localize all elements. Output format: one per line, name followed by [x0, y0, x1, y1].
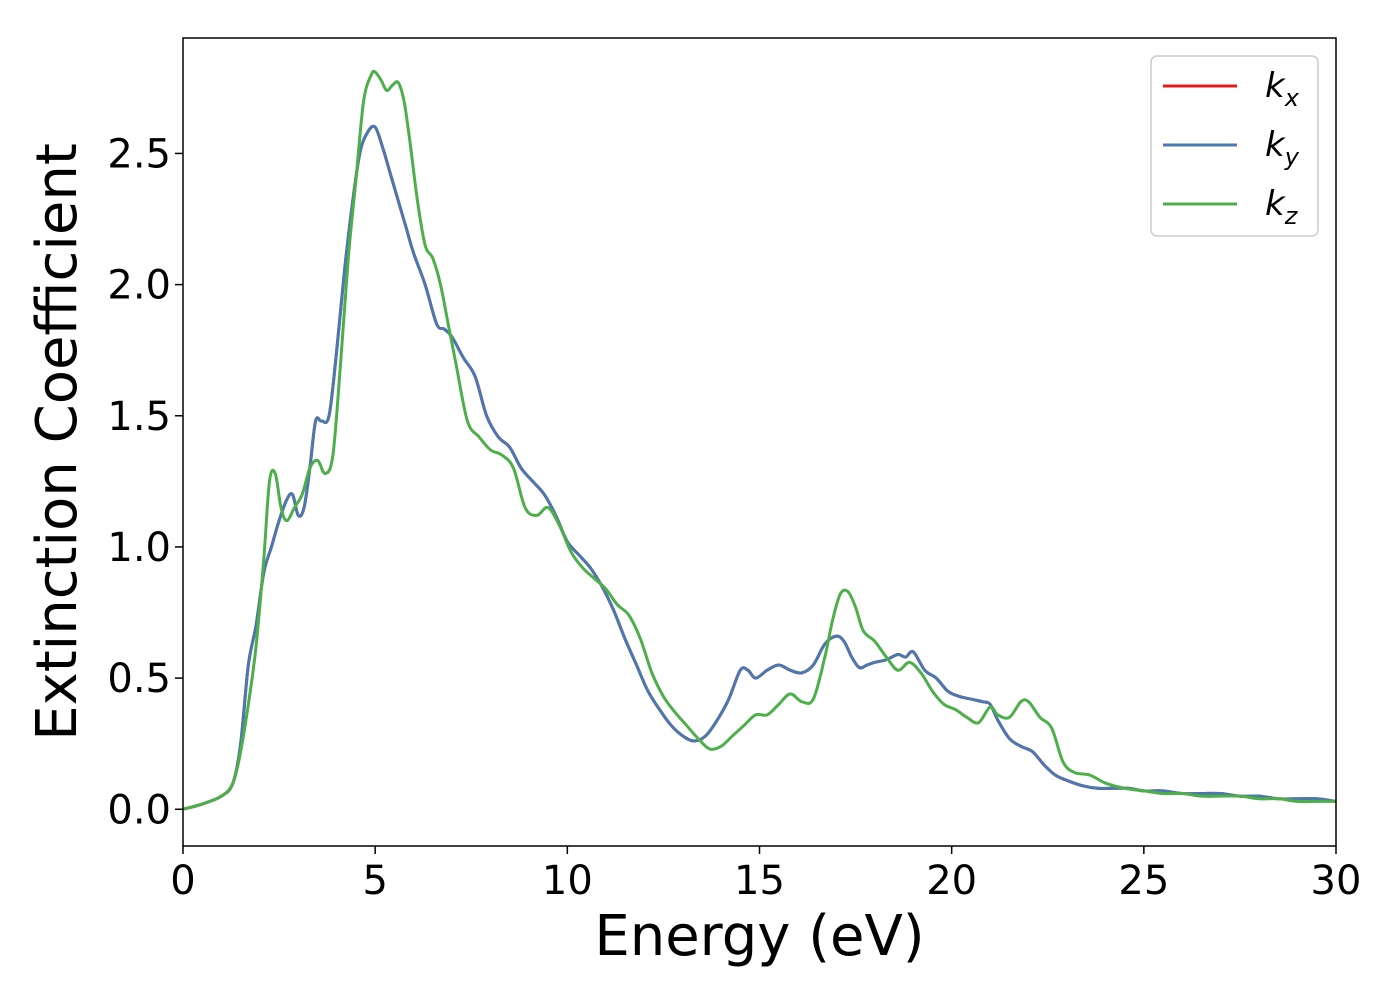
legend-item: kx: [1163, 66, 1300, 112]
x-axis-title: Energy (eV): [594, 904, 924, 969]
x-tick-label: 20: [926, 858, 977, 904]
legend-label-base: k: [1265, 66, 1286, 106]
y-tick-label: 1.5: [107, 394, 171, 440]
legend-item: kz: [1163, 184, 1299, 230]
legend-label-base: k: [1265, 125, 1286, 165]
y-tick-label: 2.0: [107, 263, 171, 309]
x-tick-label: 30: [1311, 858, 1362, 904]
x-axis: 0 5 10 15 20 25 30: [170, 846, 1361, 904]
y-tick-label: 2.5: [107, 131, 171, 177]
y-axis-title: Extinction Coefficient: [25, 143, 90, 741]
legend-item: ky: [1163, 125, 1300, 171]
series-line-z: [183, 69, 1336, 811]
x-tick-label: 15: [734, 858, 785, 904]
series-line-y: [183, 124, 1336, 811]
x-tick-label: 0: [170, 858, 195, 904]
x-tick-label: 5: [362, 858, 387, 904]
legend-label-subscript: z: [1284, 202, 1299, 230]
legend-label: kz: [1265, 184, 1299, 230]
legend-label-subscript: x: [1284, 84, 1300, 112]
series-layer: [183, 69, 1336, 811]
legend-label: ky: [1265, 125, 1300, 171]
legend-label-base: k: [1265, 184, 1286, 224]
y-axis: 0.0 0.5 1.0 1.5 2.0 2.5: [107, 131, 183, 833]
y-tick-label: 0.5: [107, 656, 171, 702]
x-tick-label: 10: [542, 858, 593, 904]
legend-label-subscript: y: [1284, 143, 1300, 171]
x-tick-label: 25: [1118, 858, 1169, 904]
legend-label: kx: [1265, 66, 1300, 112]
y-tick-label: 1.0: [107, 525, 171, 571]
y-tick-label: 0.0: [107, 787, 171, 833]
